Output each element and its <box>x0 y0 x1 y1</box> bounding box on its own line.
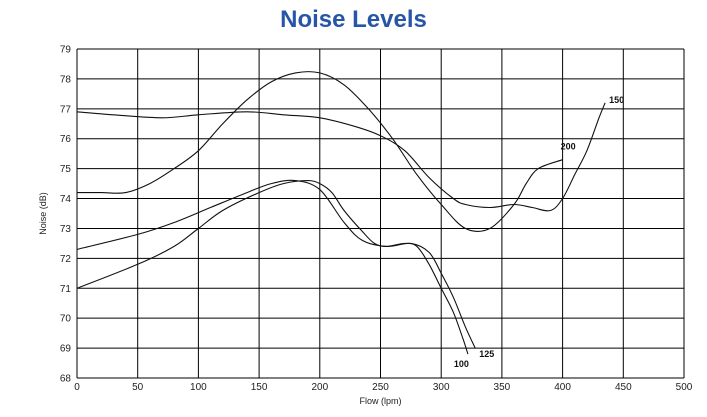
y-tick-label: 72 <box>60 254 72 265</box>
x-tick-label: 150 <box>251 382 268 393</box>
x-tick-label: 450 <box>615 382 632 393</box>
series-labels: 100 125 150 200 <box>454 95 624 369</box>
y-tick-label: 73 <box>60 224 72 235</box>
y-tick-label: 78 <box>60 74 72 85</box>
y-tick-label: 76 <box>60 134 72 145</box>
y-tick-label: 75 <box>60 164 72 175</box>
series-label-150: 150 <box>609 95 624 105</box>
x-tick-labels: 0 50 100 150 200 250 300 350 400 450 500 <box>74 382 693 393</box>
series-line-200 <box>77 71 563 232</box>
y-axis-label: Noise (dB) <box>38 192 48 235</box>
y-tick-label: 77 <box>60 104 72 115</box>
x-tick-label: 400 <box>554 382 571 393</box>
series-line-125 <box>76 179 476 349</box>
series-lines <box>76 71 606 355</box>
x-tick-label: 200 <box>311 382 328 393</box>
series-label-100: 100 <box>454 359 469 369</box>
x-tick-label: 350 <box>494 382 511 393</box>
x-tick-label: 500 <box>676 382 693 393</box>
x-tick-label: 0 <box>74 382 80 393</box>
y-tick-label: 79 <box>60 45 72 56</box>
series-label-125: 125 <box>479 349 494 359</box>
x-tick-label: 50 <box>132 382 144 393</box>
series-line-100 <box>76 180 469 355</box>
grid <box>76 48 685 379</box>
x-tick-label: 300 <box>433 382 450 393</box>
y-tick-labels: 68 69 70 71 72 73 74 75 76 77 78 79 <box>60 45 72 385</box>
y-tick-label: 71 <box>60 284 72 295</box>
y-tick-label: 69 <box>60 344 72 355</box>
series-line-150 <box>76 102 606 212</box>
y-tick-label: 68 <box>60 374 72 385</box>
series-label-200: 200 <box>561 142 576 152</box>
y-tick-label: 74 <box>60 194 72 205</box>
y-tick-label: 70 <box>60 314 72 325</box>
x-tick-label: 100 <box>190 382 207 393</box>
chart-title: Noise Levels <box>280 6 427 33</box>
x-tick-label: 250 <box>372 382 389 393</box>
x-axis-label: Flow (lpm) <box>360 396 402 406</box>
